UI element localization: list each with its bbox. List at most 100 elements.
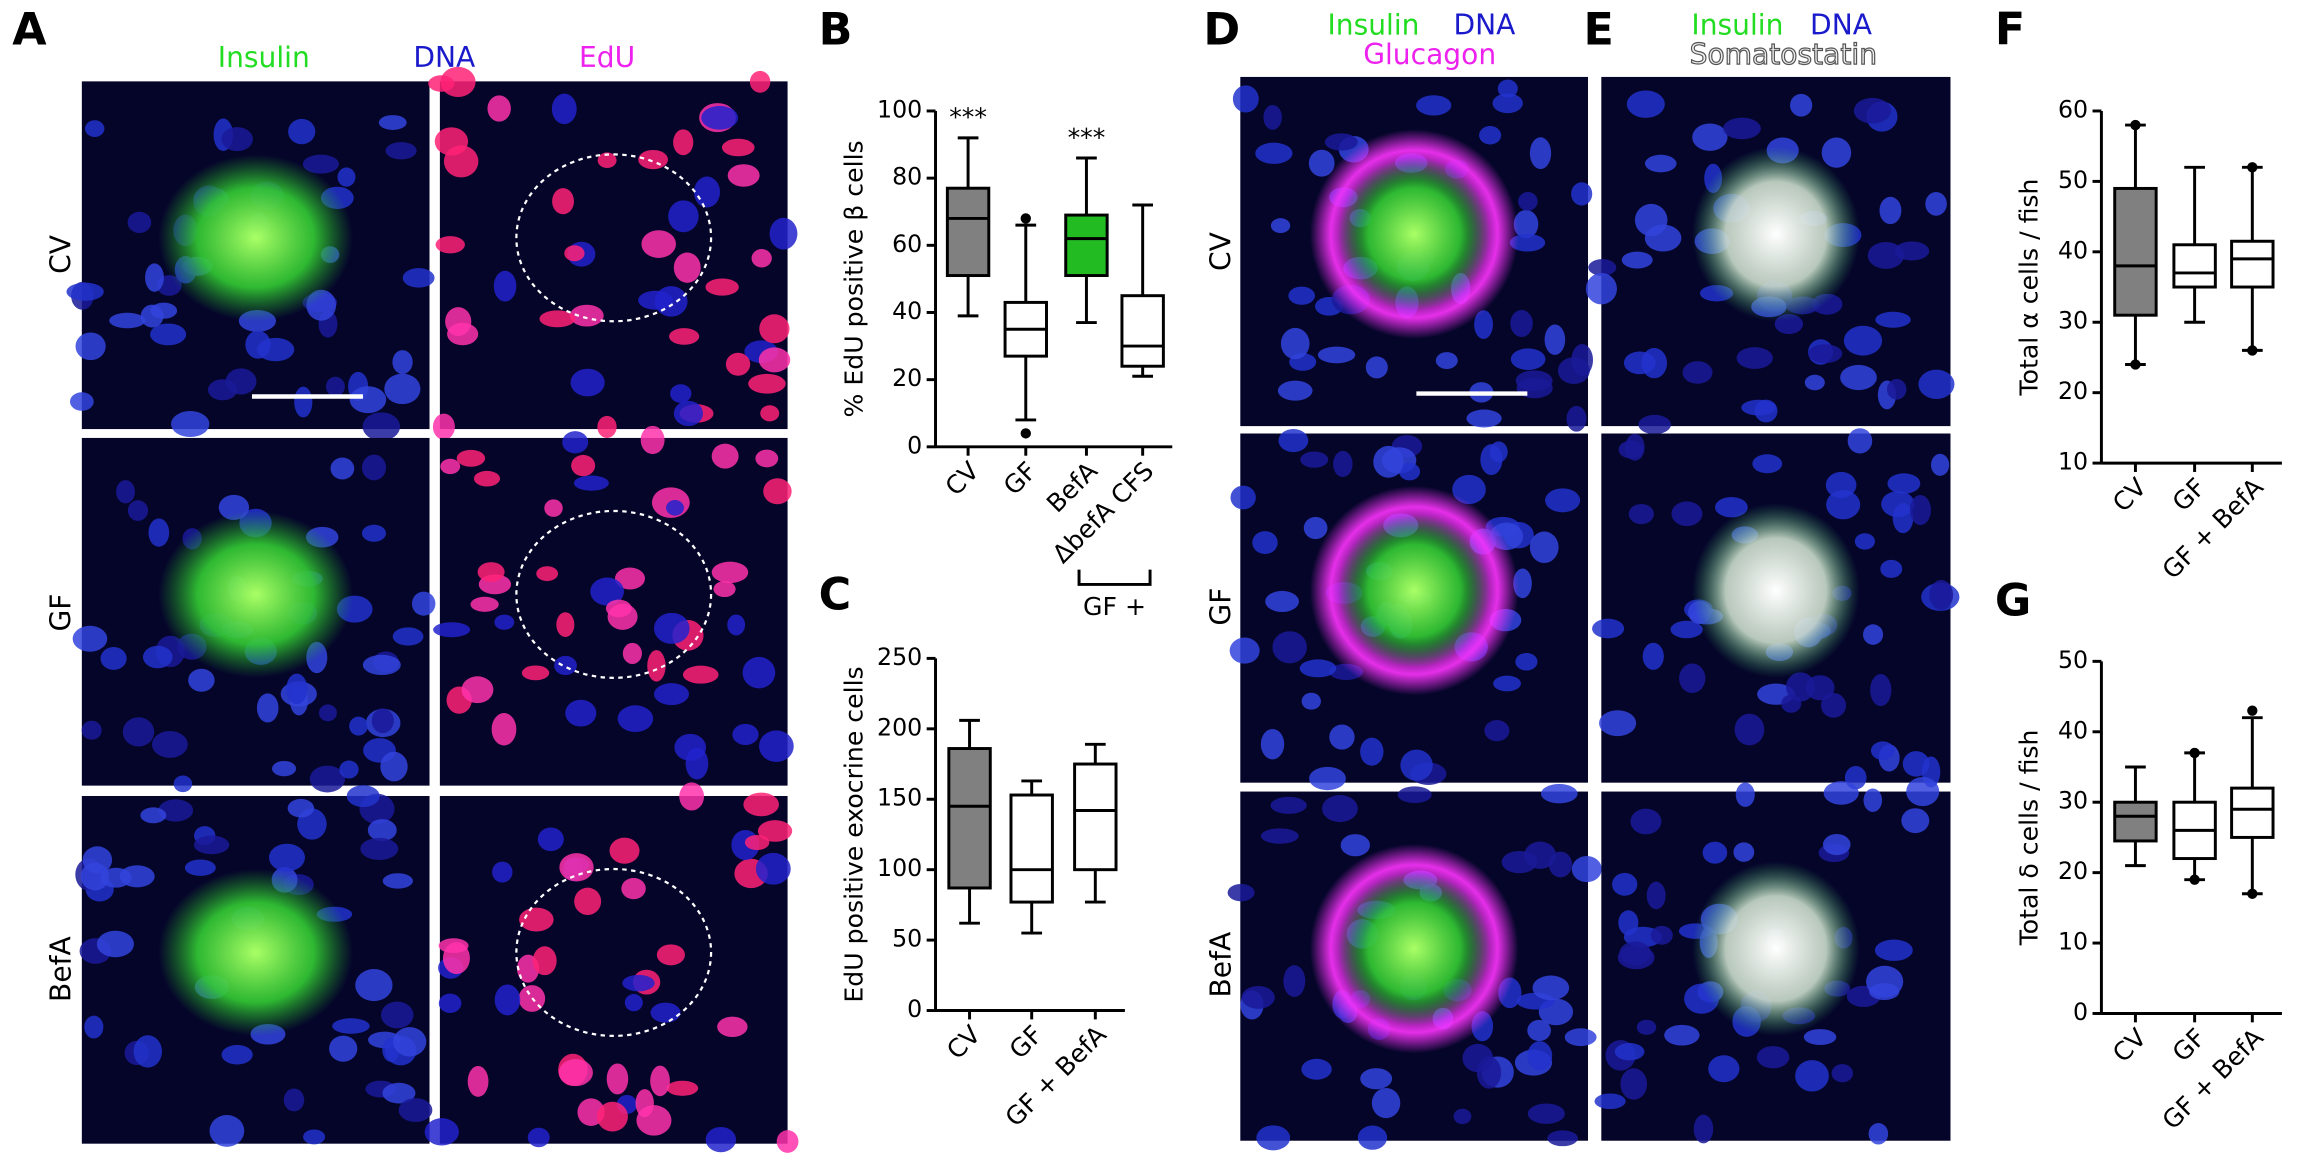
nucleus xyxy=(1397,786,1432,804)
nucleus xyxy=(1588,259,1617,276)
nucleus xyxy=(554,655,577,676)
nucleus xyxy=(1875,311,1911,328)
box xyxy=(2230,239,2275,289)
nucleus xyxy=(1529,531,1559,564)
nucleus xyxy=(562,431,589,454)
nucleus xyxy=(1518,191,1538,211)
nucleus xyxy=(271,760,297,777)
outlier xyxy=(1020,213,1031,224)
x-tick-label: CV xyxy=(2107,1023,2152,1068)
box xyxy=(947,747,992,890)
nucleus xyxy=(1280,327,1310,360)
nucleus xyxy=(435,236,465,254)
nucleus xyxy=(763,478,792,505)
box xyxy=(2172,243,2217,289)
islet xyxy=(1337,871,1491,1026)
nucleus xyxy=(1626,90,1665,118)
islet xyxy=(1337,157,1491,311)
nucleus xyxy=(1644,224,1682,252)
nucleus xyxy=(392,627,424,646)
nucleus xyxy=(411,591,436,616)
islet xyxy=(1692,861,1860,1036)
nucleus xyxy=(447,322,479,346)
outlier xyxy=(2247,162,2258,173)
nucleus xyxy=(473,470,501,487)
nucleus xyxy=(1594,1093,1626,1110)
outlier xyxy=(2189,747,2200,759)
nucleus xyxy=(1803,1029,1837,1045)
islet xyxy=(158,154,354,322)
x-tick-label: GF xyxy=(1004,1020,1049,1065)
nucleus xyxy=(755,852,791,885)
nucleus xyxy=(1479,126,1502,145)
nucleus xyxy=(1671,501,1703,527)
channel-label: Insulin xyxy=(218,41,310,74)
box xyxy=(2113,186,2158,317)
nucleus xyxy=(670,384,692,403)
significance: *** xyxy=(949,103,987,132)
box xyxy=(1073,762,1118,872)
nucleus xyxy=(438,993,462,1013)
nucleus xyxy=(1854,533,1875,550)
nucleus xyxy=(1650,925,1673,945)
nucleus xyxy=(142,645,173,669)
nucleus xyxy=(693,176,721,208)
panel-letter: C xyxy=(819,570,852,621)
box xyxy=(2230,786,2275,839)
row-label: GF xyxy=(45,594,78,632)
nucleus xyxy=(621,877,646,900)
nucleus xyxy=(188,668,215,692)
nucleus xyxy=(685,747,709,780)
nucleus xyxy=(552,188,574,215)
nucleus xyxy=(1301,692,1321,710)
nucleus xyxy=(1435,352,1458,370)
nucleus xyxy=(492,861,513,883)
nucleus xyxy=(1540,784,1578,804)
box xyxy=(1009,793,1054,904)
nucleus xyxy=(1497,79,1518,98)
nucleus xyxy=(609,837,640,864)
nucleus xyxy=(487,95,511,122)
nucleus xyxy=(1510,309,1533,337)
nucleus xyxy=(72,625,108,652)
x-tick-label: CV xyxy=(2107,472,2152,517)
nucleus xyxy=(1566,405,1587,432)
nucleus xyxy=(1365,356,1388,379)
nucleus xyxy=(751,248,772,268)
nucleus xyxy=(1644,154,1677,173)
nucleus xyxy=(1230,485,1256,510)
nucleus xyxy=(654,612,690,644)
outlier xyxy=(2189,874,2200,885)
nucleus xyxy=(1564,1028,1597,1047)
nucleus xyxy=(1333,450,1353,478)
row-label: GF xyxy=(1205,588,1238,626)
nucleus xyxy=(1756,1046,1790,1069)
y-tick-label: 150 xyxy=(877,784,922,812)
nucleus xyxy=(1638,414,1671,435)
nucleus xyxy=(392,350,413,375)
nucleus xyxy=(287,798,315,818)
nucleus xyxy=(1822,833,1851,856)
row-label: CV xyxy=(45,235,78,274)
nucleus xyxy=(1821,137,1852,168)
y-tick-label: 80 xyxy=(892,163,922,191)
nucleus xyxy=(1399,462,1421,481)
nucleus xyxy=(596,1101,628,1132)
outlier xyxy=(2130,119,2141,131)
nucleus xyxy=(565,699,597,727)
channel-label: Insulin xyxy=(1691,9,1783,42)
nucleus xyxy=(150,323,187,346)
nucleus xyxy=(1646,881,1666,910)
nucleus xyxy=(711,443,739,469)
x-tick-label: GF xyxy=(2167,472,2212,517)
nucleus xyxy=(467,1065,489,1097)
box xyxy=(1064,213,1109,278)
nucleus xyxy=(385,142,417,160)
nucleus xyxy=(440,458,461,475)
y-tick-label: 60 xyxy=(2058,95,2088,123)
nucleus xyxy=(329,1035,358,1062)
nucleus xyxy=(705,1126,737,1153)
nucleus xyxy=(158,799,194,822)
nucleus xyxy=(640,425,665,455)
nucleus xyxy=(1804,374,1825,391)
